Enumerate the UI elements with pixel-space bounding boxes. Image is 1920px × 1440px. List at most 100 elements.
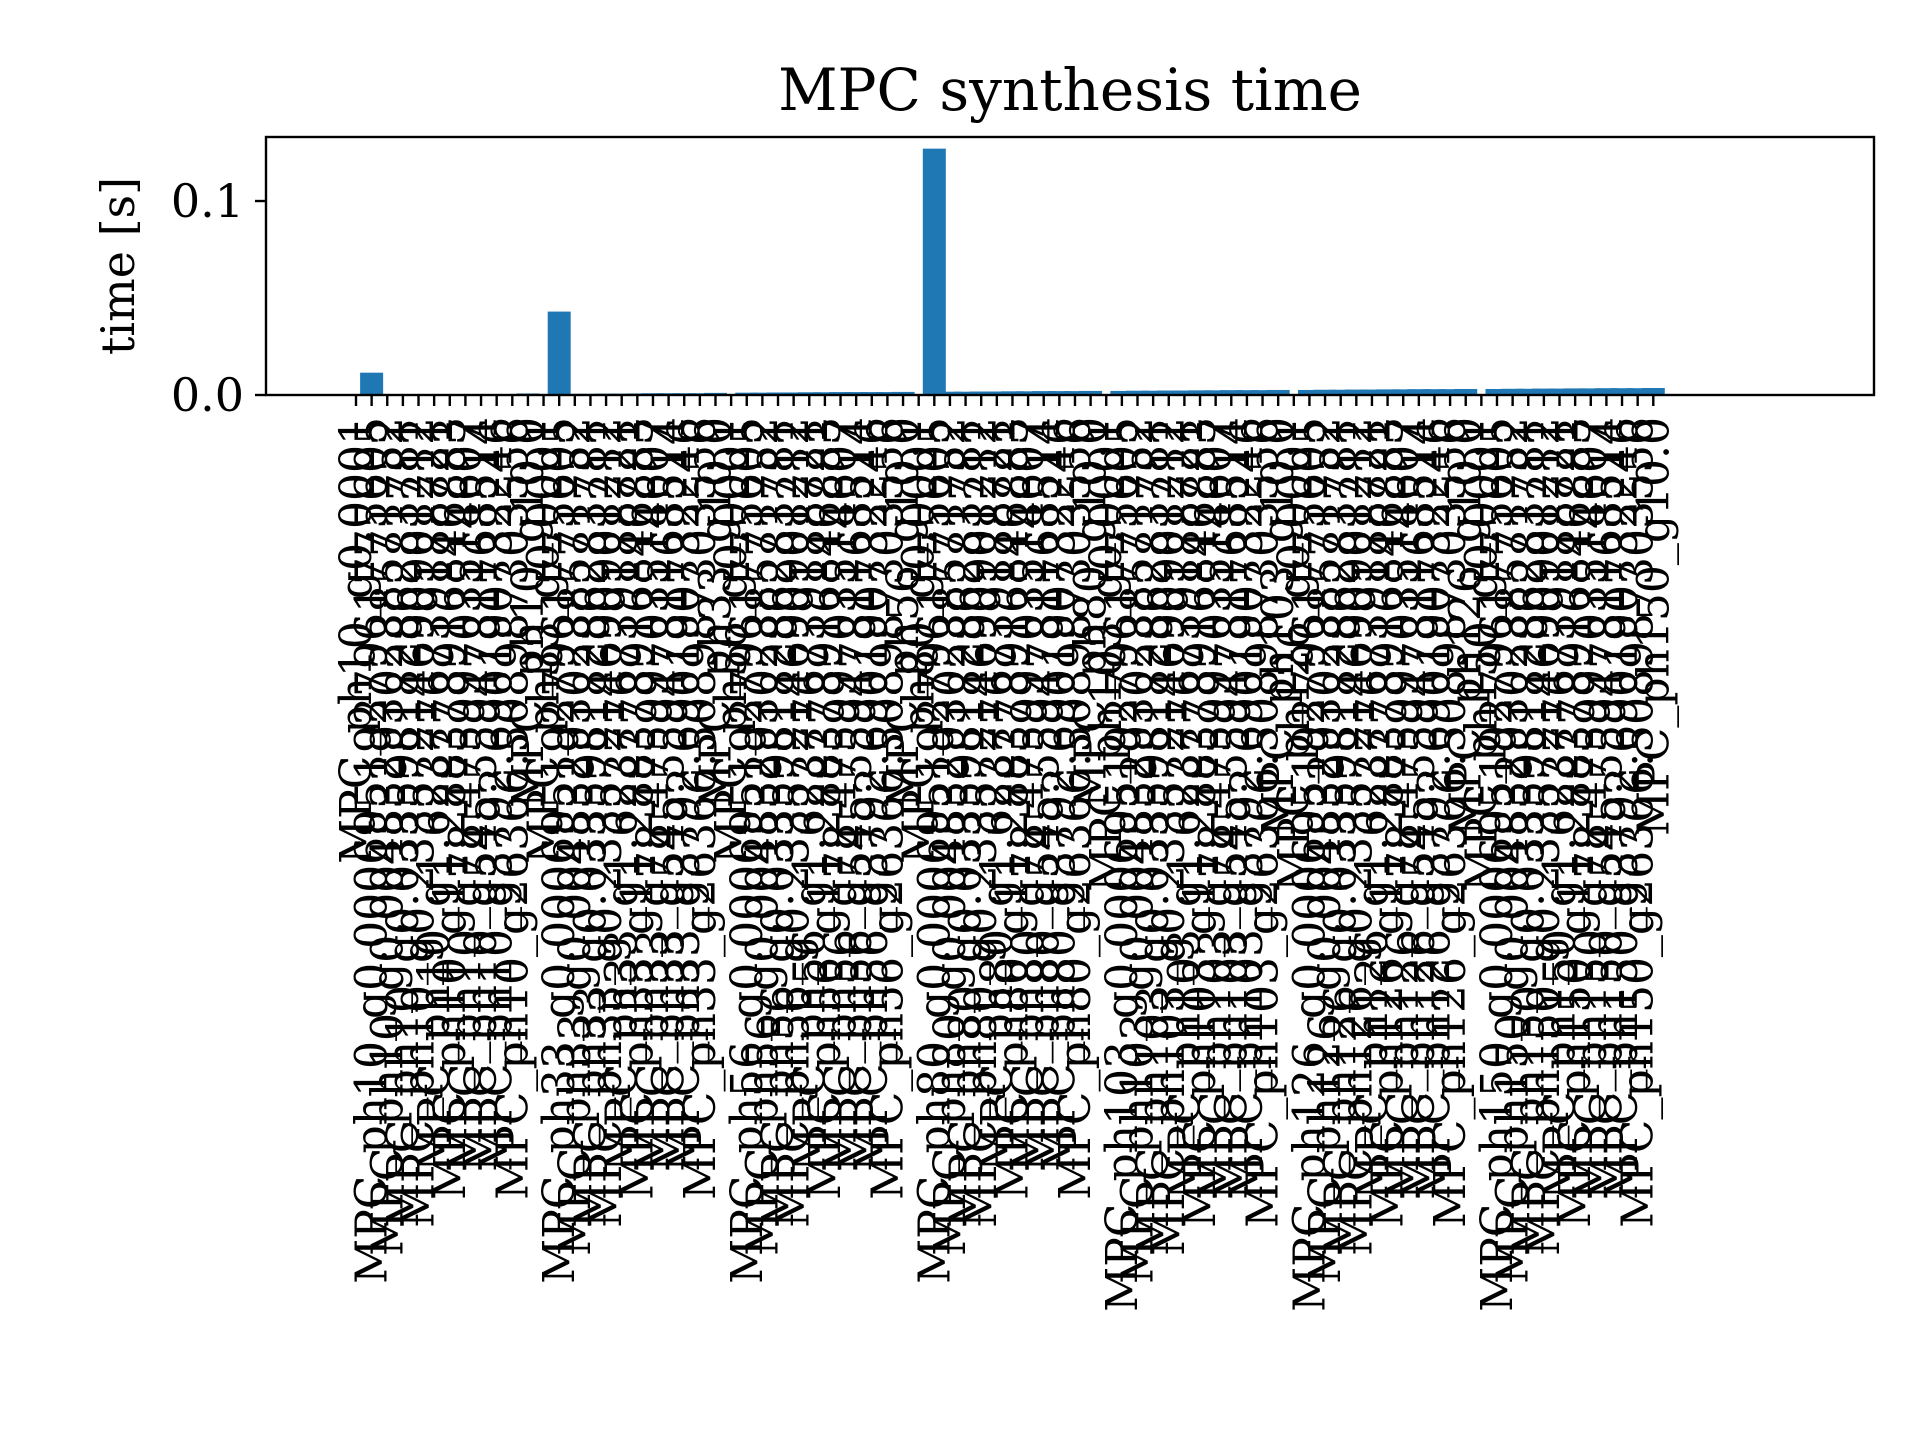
x-tick-label: MPC_ph56_g545.5594781168514 [831,417,882,1172]
x-tick-label: MPC_ph150_g11.288378916846883 [1550,417,1601,1228]
x-tick-label: MPC_ph33_g0.03359818286283781 [565,417,616,1228]
x-tick-label: MPC_ph56_g11.288378916846883 [800,417,851,1200]
x-tick-label: MPC_ph10_g3792.690190732246 [472,417,523,1172]
x-tick-label: MPC_ph33_g78.47599703514607 [628,417,679,1172]
bar [1172,390,1196,395]
y-tick-label: 0.1 [171,174,244,228]
bar [1548,388,1572,395]
bar [1563,388,1587,395]
x-tick-label: MPC_ph33_g0.0001 [519,417,570,864]
bar [1016,391,1040,395]
x-tick-label: MPC_ph10_g0.23357214690901212 [394,417,445,1228]
x-tick-label: MPC_ph150_g10.0 [1628,417,1679,836]
x-tick-label: MPC_ph103_g3792.690190732246 [1222,417,1273,1200]
x-tick-label: MPC_ph103_g78.47599703514607 [1191,417,1242,1200]
x-tick-label: MPC_ph10_g0.0001 [331,417,382,864]
x-tick-label: MPC_ph103_g545.5594781168514 [1206,417,1257,1200]
bar [875,392,899,395]
bar [1329,389,1353,395]
bar [829,392,853,395]
bar [1063,391,1087,395]
bar [797,392,821,395]
bar [1219,390,1243,395]
x-tick-label: MPC_ph126_g78.47599703514607 [1378,417,1429,1200]
x-tick-label: MPC_ph103_g0.0006951927961775605 [1097,417,1148,1312]
x-tick-label: MPC_ph103_g0.004832930238571752 [1113,417,1164,1284]
x-tick-label: MPC_ph56_g10.0 [878,417,929,808]
y-axis-label: time [s] [91,177,145,355]
x-tick-label: MPC_ph80_g545.5594781168514 [1019,417,1070,1172]
bar [1047,391,1071,395]
bar [1360,389,1384,395]
bar [844,392,868,395]
x-tick-label: MPC_ph103_g0.03359818286283781 [1128,417,1179,1256]
x-tick-label: MPC_ph103_g10.0 [1253,417,1304,836]
x-tick-label: MPC_ph33_g0.004832930238571752 [550,417,601,1256]
x-tick-label: MPC_ph56_g0.23357214690901212 [769,417,820,1228]
x-tick-label: MPC_ph33_g10.0 [690,417,741,808]
x-tick-label: MPC_ph10_g0.03359818286283781 [378,417,429,1228]
x-tick-label: MPC_ph126_g0.0001 [1269,417,1320,892]
x-tick-label: MPC_ph56_g3792.690190732246 [847,417,898,1172]
bar [1438,389,1462,395]
x-tick-label: MPC_ph56_g0.004832930238571752 [737,417,788,1256]
x-tick-label: MPC_ph56_g1.623776739188721 [784,417,835,1172]
bar [1485,388,1509,395]
bar [1610,388,1634,395]
x-tick-label: MPC_ph126_g0.004832930238571752 [1300,417,1351,1284]
bar [1188,390,1212,395]
plot-area-frame [264,135,1876,397]
x-tick-label: MPC_ph10_g78.47599703514607 [440,417,491,1172]
x-tick-label: MPC_ph150_g26366.508987303556 [1613,417,1664,1228]
bar [1344,389,1368,395]
x-tick-label: MPC_ph56_g0.0006951927961775605 [722,417,773,1284]
x-tick-label: MPC_ph80_g1.623776739188721 [972,417,1023,1172]
bar [1532,388,1556,395]
x-tick-label: MPC_ph10_g26366.508987303556 [487,417,538,1200]
x-tick-label: MPC_ph33_g545.5594781168514 [644,417,695,1172]
x-tick-label: MPC_ph56_g0.03359818286283781 [753,417,804,1228]
x-tick-label: MPC_ph126_g0.23357214690901212 [1331,417,1382,1256]
bar [1516,388,1540,395]
chart-title: MPC synthesis time [778,56,1362,124]
bar [969,391,993,395]
bar [1000,391,1024,395]
x-tick-label: MPC_ph150_g545.5594781168514 [1581,417,1632,1200]
x-tick-label: MPC_ph33_g3792.690190732246 [659,417,710,1172]
bar [1501,388,1525,395]
bar [360,372,384,395]
x-tick-label: MPC_ph80_g0.0006951927961775605 [909,417,960,1284]
bar [954,391,978,395]
x-tick-label: MPC_ph150_g0.0001 [1456,417,1507,892]
x-tick-label: MPC_ph56_g0.0001 [706,417,757,864]
x-tick-label: MPC_ph33_g0.0006951927961775605 [534,417,585,1284]
bar [860,392,884,395]
x-tick-label: MPC_ph126_g26366.508987303556 [1425,417,1476,1228]
x-tick-label: MPC_ph126_g11.288378916846883 [1363,417,1414,1228]
x-tick-label: MPC_ph10_g10.0 [503,417,554,808]
x-tick-label: MPC_ph126_g0.0006951927961775605 [1284,417,1335,1312]
bar [1376,389,1400,395]
x-tick-label: MPC_ph80_g3792.690190732246 [1034,417,1085,1172]
x-tick-label: MPC_ph150_g0.0006951927961775605 [1472,417,1523,1312]
x-tick-label: MPC_ph126_g10.0 [1441,417,1492,836]
bar [1313,389,1337,395]
x-tick-label: MPC_ph150_g0.03359818286283781 [1503,417,1554,1256]
x-tick-label: MPC_ph80_g11.288378916846883 [987,417,1038,1200]
x-tick-label: MPC_ph33_g11.288378916846883 [612,417,663,1200]
bar [1266,389,1290,395]
x-tick-label: MPC_ph10_g11.288378916846883 [425,417,476,1200]
bar [1251,390,1275,395]
x-tick-label: MPC_ph80_g0.004832930238571752 [925,417,976,1256]
bar [1579,388,1603,395]
bar [1626,388,1650,395]
y-tick-label: 0.0 [171,368,244,422]
x-tick-label: MPC_ph150_g3792.690190732246 [1597,417,1648,1200]
x-tick-label: MPC_ph150_g0.23357214690901212 [1519,417,1570,1256]
bar [1641,388,1665,395]
x-tick-label: MPC_ph150_g78.47599703514607 [1566,417,1617,1200]
bar [1157,390,1181,395]
bar [766,392,790,395]
bar [1079,390,1103,395]
